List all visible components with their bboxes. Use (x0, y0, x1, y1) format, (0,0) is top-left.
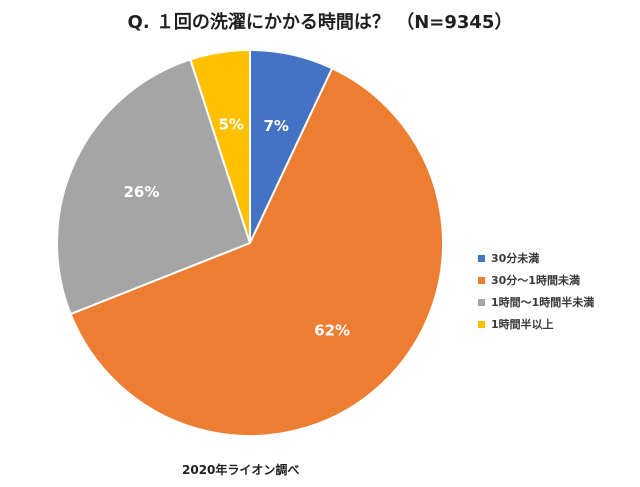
legend-item: 30分～1時間未満 (478, 269, 594, 291)
data-label-2: 26% (123, 183, 159, 201)
legend-label: 30分未満 (491, 252, 540, 265)
data-label-0: 7% (263, 117, 288, 135)
data-label-3: 5% (218, 115, 243, 133)
legend-swatch-2 (478, 298, 485, 306)
pie-slice-2 (56, 58, 251, 316)
legend: 30分未満 30分～1時間未満 1時間～1時間半未満 1時間半以上 (478, 247, 594, 335)
chart-title: Q. １回の洗濯にかかる時間は？ （N=9345） (127, 12, 513, 33)
data-label-1: 62% (314, 321, 350, 339)
pie-slice-3 (189, 49, 251, 244)
pie-data-labels: 7% 62% 26% 5% (123, 115, 350, 339)
legend-swatch-1 (478, 276, 485, 284)
legend-label: 30分～1時間未満 (491, 274, 580, 287)
pie-slices (56, 49, 444, 437)
legend-swatch-3 (478, 320, 485, 328)
legend-item: 30分未満 (478, 247, 594, 269)
legend-item: 1時間半以上 (478, 313, 594, 335)
legend-swatch-0 (478, 254, 485, 262)
legend-item: 1時間～1時間半未満 (478, 291, 594, 313)
source-note: 2020年ライオン調べ (182, 463, 300, 477)
pie-slice-1 (69, 67, 444, 437)
legend-label: 1時間半以上 (491, 318, 554, 331)
legend-label: 1時間～1時間半未満 (491, 296, 595, 309)
